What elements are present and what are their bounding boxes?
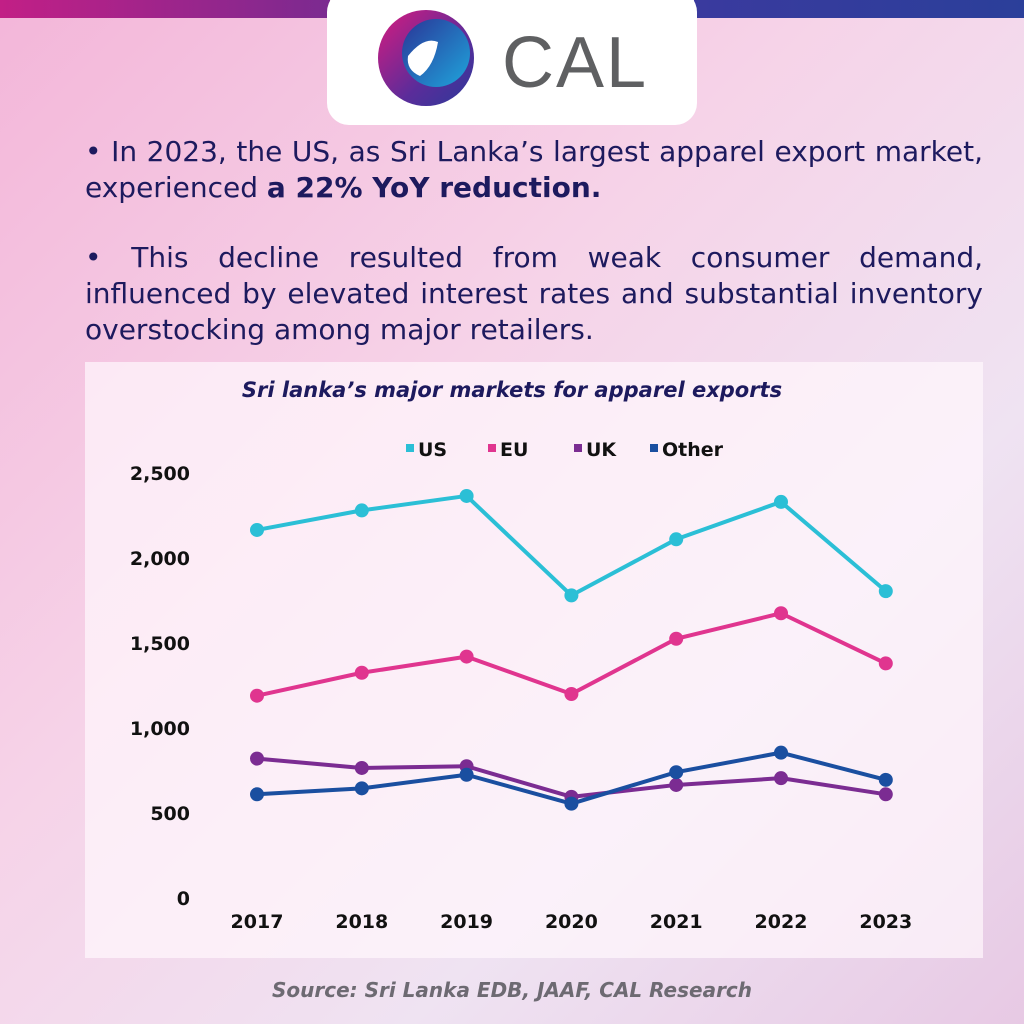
x-tick-label: 2021 <box>650 911 703 933</box>
x-tick-label: 2019 <box>440 911 493 933</box>
legend-swatch <box>574 444 582 452</box>
data-point-other <box>878 772 893 787</box>
data-point-other <box>774 745 788 760</box>
x-tick-label: 2020 <box>545 911 598 933</box>
summary-bullets: • In 2023, the US, as Sri Lanka’s larges… <box>85 134 983 382</box>
bullet-1-text: • In 2023, the US, as Sri Lanka’s larges… <box>85 135 983 204</box>
data-point-us <box>669 532 684 547</box>
data-point-uk <box>354 760 369 775</box>
data-point-other <box>250 787 264 802</box>
y-tick-label: 2,000 <box>130 548 190 570</box>
x-tick-label: 2022 <box>755 911 808 933</box>
data-point-eu <box>250 688 264 703</box>
data-point-uk <box>774 771 788 786</box>
y-tick-label: 2,500 <box>130 463 190 485</box>
chart-panel <box>85 362 983 958</box>
chart-title: Sri lanka’s major markets for apparel ex… <box>241 378 783 402</box>
x-tick-label: 2023 <box>859 911 912 933</box>
data-point-us <box>459 488 474 503</box>
data-point-eu <box>774 606 788 621</box>
y-tick-label: 500 <box>150 803 190 825</box>
legend-label: UK <box>586 439 617 461</box>
x-tick-label: 2017 <box>231 911 284 933</box>
legend-label: Other <box>662 439 724 461</box>
data-point-eu <box>354 665 369 680</box>
data-point-uk <box>878 787 893 802</box>
data-point-other <box>669 765 684 780</box>
data-point-other <box>564 796 579 811</box>
data-point-us <box>250 522 264 537</box>
y-tick-label: 1,500 <box>130 633 190 655</box>
data-point-eu <box>459 649 474 664</box>
cal-logo-icon <box>377 9 474 106</box>
legend-label: EU <box>500 439 528 461</box>
bullet-2-text: • This decline resulted from weak consum… <box>85 241 983 346</box>
legend-swatch <box>488 444 496 452</box>
y-tick-label: 0 <box>177 888 190 910</box>
data-point-us <box>564 588 579 603</box>
data-point-us <box>354 503 369 518</box>
y-tick-label: 1,000 <box>130 718 190 740</box>
legend-label: US <box>418 439 447 461</box>
data-point-eu <box>669 631 684 646</box>
source-note: Source: Sri Lanka EDB, JAAF, CAL Researc… <box>271 978 753 1002</box>
data-point-uk <box>250 751 264 766</box>
top-left-accent-bar <box>0 0 330 18</box>
bullet-2: • This decline resulted from weak consum… <box>85 240 983 348</box>
data-point-us <box>878 584 893 599</box>
logo: CAL <box>327 0 697 125</box>
legend-swatch <box>406 444 414 452</box>
series-line-eu <box>256 611 887 698</box>
legend-swatch <box>650 444 658 452</box>
bullet-1: • In 2023, the US, as Sri Lanka’s larges… <box>85 134 983 206</box>
data-point-uk <box>669 777 684 792</box>
data-point-other <box>459 767 474 782</box>
data-point-other <box>354 781 369 796</box>
data-point-eu <box>878 656 893 671</box>
top-right-accent-bar <box>694 0 1024 18</box>
logo-text: CAL <box>501 22 649 103</box>
data-point-us <box>774 494 788 509</box>
bullet-1-highlight: a 22% YoY reduction. <box>266 171 602 204</box>
x-tick-label: 2018 <box>335 911 388 933</box>
data-point-eu <box>564 687 579 701</box>
series-line-us <box>256 493 888 598</box>
